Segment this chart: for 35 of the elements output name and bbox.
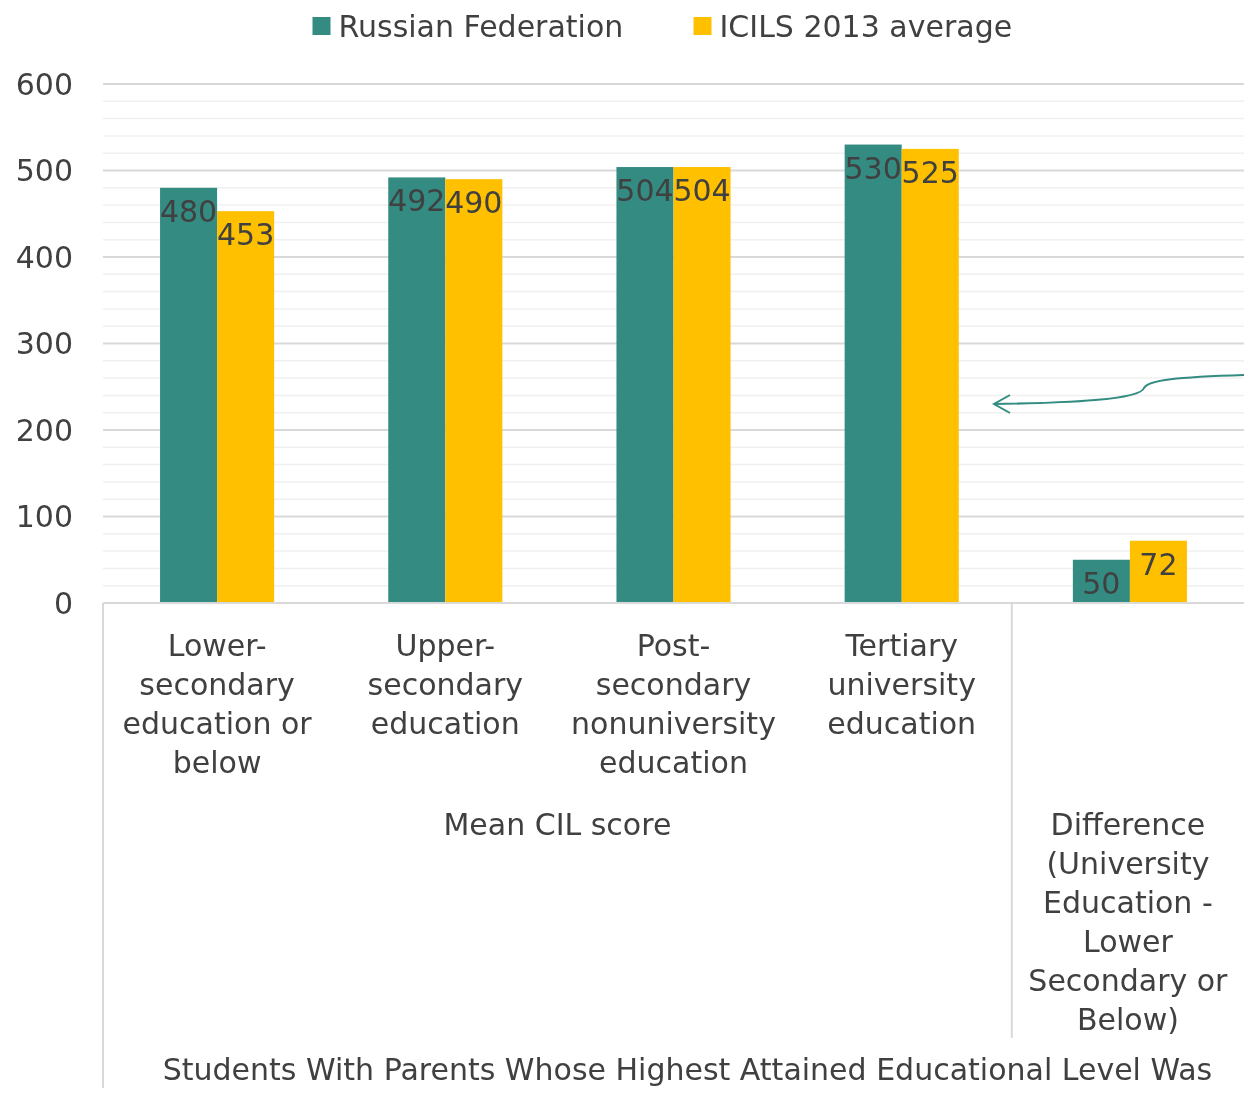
y-tick-label: 400: [15, 239, 73, 275]
data-label: 453: [216, 217, 275, 253]
text: Difference (University Education - Lower Secondary or Below): [1028, 807, 1229, 1037]
text: Students With Parents Whose Highest Attained Educational Level Was: [162, 1052, 1213, 1087]
x-tick-label: Tertiary university education: [827, 628, 977, 741]
bar: [217, 211, 275, 603]
data-label: 504: [673, 173, 731, 209]
data-label: 525: [901, 154, 959, 190]
bar: [388, 177, 446, 603]
x-tick-label: Post-secondary nonuniversity education: [571, 628, 776, 780]
bar: [844, 144, 902, 603]
y-tick-label: 0: [53, 585, 73, 621]
data-label: 530: [844, 150, 902, 186]
data-label: 72: [1139, 546, 1178, 582]
bar: [901, 148, 959, 603]
data-label: 480: [159, 193, 218, 229]
bar: [1129, 540, 1187, 603]
legend-label: ICILS 2013 average: [719, 8, 1013, 44]
y-tick-label: 600: [15, 66, 73, 102]
bar: [160, 187, 218, 603]
x-tick-label: Upper-secondary education: [367, 628, 524, 741]
y-tick-label: 300: [15, 326, 73, 361]
data-label: 504: [616, 173, 674, 209]
bar: [616, 167, 674, 603]
bar: [445, 179, 503, 603]
y-tick-label: 500: [15, 153, 73, 188]
bar: [673, 167, 731, 603]
text: Mean CIL score: [443, 807, 672, 842]
x-tick-label: Lower-secondary education or below: [122, 628, 313, 780]
data-label: 492: [388, 183, 446, 219]
y-tick-label: 200: [15, 412, 73, 448]
y-tick-label: 100: [15, 499, 73, 534]
data-label: 490: [445, 185, 503, 221]
legend-label: Russian Federation: [338, 8, 624, 44]
data-label: 50: [1082, 565, 1121, 601]
